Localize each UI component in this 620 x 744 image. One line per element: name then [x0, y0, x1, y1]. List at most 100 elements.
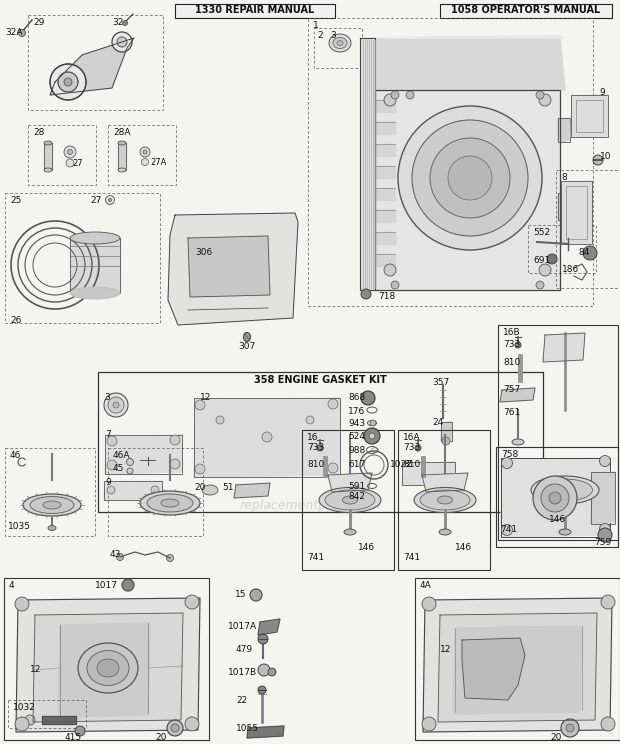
Ellipse shape — [43, 501, 61, 509]
Polygon shape — [441, 422, 452, 441]
Circle shape — [68, 150, 73, 155]
Circle shape — [122, 579, 134, 591]
Polygon shape — [105, 435, 182, 474]
Text: 761: 761 — [503, 408, 520, 417]
Text: 46: 46 — [10, 451, 21, 460]
Text: 524: 524 — [348, 432, 365, 441]
Ellipse shape — [140, 491, 200, 515]
Text: 617: 617 — [348, 460, 365, 469]
Text: 552: 552 — [533, 228, 550, 237]
Polygon shape — [58, 623, 150, 717]
Ellipse shape — [439, 529, 451, 535]
Text: 1017A: 1017A — [228, 622, 257, 631]
Ellipse shape — [44, 141, 52, 145]
Text: 1017B: 1017B — [228, 668, 257, 677]
Text: 9: 9 — [599, 88, 605, 97]
Circle shape — [262, 432, 272, 442]
Bar — [501, 458, 610, 537]
Text: 1330 REPAIR MANUAL: 1330 REPAIR MANUAL — [195, 5, 314, 15]
Circle shape — [600, 455, 611, 466]
Bar — [314, 28, 362, 68]
Circle shape — [549, 492, 561, 504]
Text: 307: 307 — [238, 342, 255, 351]
Ellipse shape — [161, 499, 179, 507]
Ellipse shape — [559, 529, 571, 535]
Bar — [8, 700, 86, 728]
Circle shape — [66, 159, 74, 167]
Circle shape — [601, 717, 615, 731]
Ellipse shape — [337, 40, 343, 45]
Text: 4: 4 — [9, 581, 15, 590]
Bar — [402, 462, 455, 485]
Circle shape — [533, 476, 577, 520]
Circle shape — [566, 724, 574, 732]
Text: 20: 20 — [194, 483, 205, 492]
Circle shape — [502, 458, 513, 469]
Bar — [28, 125, 96, 185]
Ellipse shape — [342, 496, 358, 504]
Text: 1022: 1022 — [390, 460, 413, 469]
Circle shape — [306, 416, 314, 424]
Polygon shape — [423, 598, 612, 732]
Circle shape — [112, 32, 132, 52]
Circle shape — [600, 524, 611, 534]
Text: 1017: 1017 — [95, 581, 118, 590]
Text: 146: 146 — [358, 543, 375, 552]
Text: 842: 842 — [348, 492, 365, 501]
Bar — [441, 422, 452, 441]
Text: 3: 3 — [330, 31, 336, 40]
Text: 27A: 27A — [150, 158, 166, 167]
Ellipse shape — [44, 168, 52, 172]
Ellipse shape — [438, 496, 453, 504]
Circle shape — [515, 342, 521, 348]
Ellipse shape — [531, 476, 599, 504]
Polygon shape — [375, 232, 395, 244]
Polygon shape — [370, 36, 565, 38]
Circle shape — [25, 715, 35, 725]
Ellipse shape — [420, 490, 470, 510]
Text: 741: 741 — [403, 553, 420, 562]
Ellipse shape — [538, 479, 593, 501]
Text: 1: 1 — [313, 21, 319, 30]
Circle shape — [216, 416, 224, 424]
Polygon shape — [104, 481, 162, 500]
Bar — [5, 448, 95, 536]
Text: 2: 2 — [317, 31, 322, 40]
Bar — [558, 193, 570, 220]
Text: 43: 43 — [110, 550, 122, 559]
Circle shape — [50, 64, 86, 100]
Polygon shape — [50, 38, 134, 95]
Circle shape — [391, 91, 399, 99]
Bar — [528, 225, 596, 273]
Polygon shape — [375, 122, 395, 134]
Circle shape — [406, 91, 414, 99]
Circle shape — [108, 397, 124, 413]
Text: replacementparts.com: replacementparts.com — [239, 498, 381, 512]
Circle shape — [384, 264, 396, 276]
Circle shape — [15, 597, 29, 611]
Circle shape — [412, 120, 528, 236]
Polygon shape — [453, 626, 582, 714]
Polygon shape — [422, 473, 468, 492]
Text: 12: 12 — [200, 393, 211, 402]
Text: 12: 12 — [30, 665, 42, 674]
Ellipse shape — [78, 643, 138, 693]
Circle shape — [598, 528, 612, 542]
Text: 9: 9 — [105, 478, 111, 487]
Bar — [308, 18, 593, 306]
Polygon shape — [501, 458, 610, 537]
Circle shape — [317, 445, 323, 451]
Text: 759: 759 — [594, 538, 611, 547]
Text: 810: 810 — [503, 358, 520, 367]
Text: 27: 27 — [72, 159, 82, 168]
Circle shape — [268, 668, 276, 676]
Text: 757: 757 — [503, 385, 520, 394]
Circle shape — [391, 281, 399, 289]
Text: 10: 10 — [600, 152, 612, 161]
Bar — [175, 4, 335, 18]
Bar — [415, 578, 620, 740]
Text: 741: 741 — [307, 553, 324, 562]
Circle shape — [328, 463, 338, 473]
Bar — [558, 118, 570, 142]
Bar — [194, 398, 340, 477]
